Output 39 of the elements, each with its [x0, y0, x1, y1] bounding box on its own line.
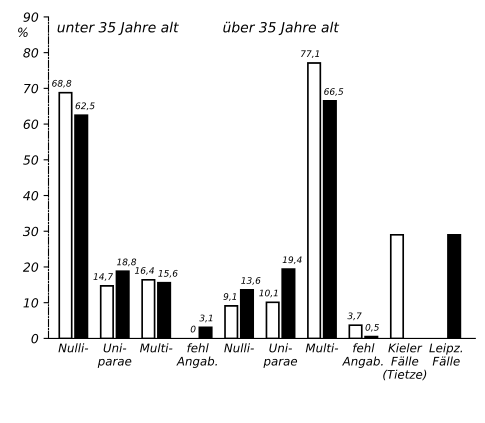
data-label: 15,6 [158, 270, 178, 278]
y-tick-label: 30 [22, 226, 38, 236]
y-tick-label: 80 [23, 48, 38, 58]
x-tick-label: Uni- parae [263, 343, 298, 368]
data-label: 0,5 [366, 324, 379, 332]
data-label: 19,4 [282, 256, 302, 264]
data-label: 66,5 [324, 88, 344, 96]
y-axis-title: % [18, 28, 28, 37]
y-tick-label: 40 [23, 190, 38, 200]
x-tick-label: Multi- [140, 343, 172, 352]
data-label: 10,1 [259, 290, 278, 298]
y-tick-label: 0 [31, 334, 38, 344]
data-label: 77,1 [301, 50, 319, 58]
y-tick-label: 20 [22, 262, 38, 272]
y-tick-label: 90 [23, 12, 38, 22]
y-tick-label: 70 [24, 84, 38, 94]
x-tick-label: fehl Angab. [342, 343, 383, 368]
annotation: über 35 Jahre alt [223, 22, 340, 36]
x-tick-label: Nulli- [58, 343, 88, 352]
data-label: 68,8 [52, 80, 72, 88]
x-tick-label: fehl Angab. [176, 343, 217, 368]
x-tick-label: Multi- [306, 343, 338, 352]
x-tick-label: Leipz. Fälle [429, 343, 462, 366]
data-label: 14,7 [93, 273, 114, 281]
y-tick-label: 50 [23, 155, 38, 165]
y-tick-label: 60 [24, 120, 38, 130]
data-label: 9,1 [223, 293, 236, 301]
y-tick-label: 10 [23, 298, 38, 308]
data-label: 13,6 [241, 277, 260, 285]
annotation: unter 35 Jahre alt [58, 22, 179, 36]
data-label: 18,8 [116, 258, 136, 266]
data-label: 62,5 [76, 102, 95, 110]
data-label: 0 [190, 326, 196, 332]
x-tick-label: Kieler Fälle (Tietze) [383, 343, 426, 380]
data-label: 16,4 [134, 267, 154, 275]
x-tick-label: Nulli- [224, 343, 254, 352]
data-label: 3,1 [199, 314, 212, 322]
x-tick-label: Uni- parae [98, 343, 132, 368]
data-label: 3,7 [347, 312, 362, 320]
